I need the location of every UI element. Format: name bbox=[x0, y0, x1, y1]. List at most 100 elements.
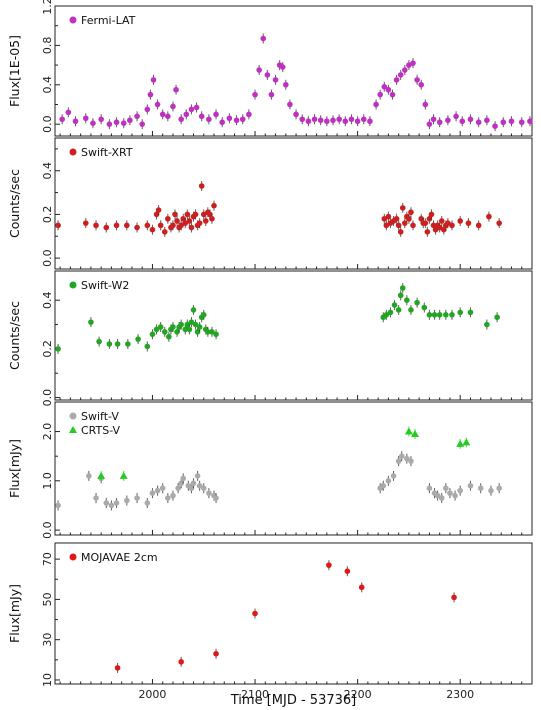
data-point bbox=[188, 485, 195, 492]
data-point bbox=[154, 101, 161, 108]
data-point bbox=[59, 116, 65, 123]
data-point bbox=[200, 211, 207, 218]
data-point bbox=[55, 222, 61, 229]
panel-1: 0.0 0.4 0.8 1.2 Flux[1E-05] Fermi-LAT bbox=[7, 0, 533, 137]
y-tick-label: 0.0 bbox=[41, 521, 54, 539]
x-tick-label: 2300 bbox=[446, 688, 474, 701]
y-tick-label: 0.2 bbox=[41, 206, 54, 224]
data-point bbox=[174, 218, 180, 224]
data-point bbox=[165, 495, 171, 501]
legend-label: CRTS-V bbox=[81, 424, 121, 437]
data-point bbox=[147, 91, 154, 98]
data-point bbox=[188, 224, 195, 231]
data-point bbox=[233, 117, 240, 124]
data-point bbox=[373, 101, 379, 108]
legend-label: MOJAVAE 2cm bbox=[81, 551, 158, 564]
data-point bbox=[440, 226, 447, 233]
data-point bbox=[445, 220, 451, 226]
data-point bbox=[418, 81, 425, 88]
data-point bbox=[206, 116, 212, 123]
data-point bbox=[494, 314, 500, 321]
data-point bbox=[134, 224, 140, 231]
data-point bbox=[93, 222, 99, 229]
data-point bbox=[477, 485, 484, 492]
data-point bbox=[98, 116, 104, 123]
series-fermi-lat bbox=[59, 33, 533, 132]
series-swift-v bbox=[55, 451, 502, 511]
data-point bbox=[381, 215, 388, 222]
data-point bbox=[428, 211, 435, 218]
y-axis-label: Counts/sec bbox=[7, 301, 22, 370]
data-point bbox=[389, 91, 396, 98]
data-point bbox=[86, 473, 92, 479]
data-point bbox=[457, 309, 463, 316]
data-point bbox=[108, 502, 115, 509]
data-point bbox=[114, 665, 121, 671]
data-point bbox=[113, 119, 120, 126]
data-point bbox=[157, 324, 164, 330]
data-point bbox=[484, 117, 490, 124]
y-tick-label: 0.0 bbox=[41, 389, 54, 407]
y-tick-label: 0.4 bbox=[41, 162, 54, 180]
data-point bbox=[106, 121, 113, 127]
data-point bbox=[434, 492, 441, 499]
data-point bbox=[120, 120, 127, 126]
data-point bbox=[354, 118, 361, 125]
data-point bbox=[226, 115, 233, 122]
data-point bbox=[161, 229, 168, 235]
y-tick-label: 70 bbox=[41, 552, 54, 566]
data-point bbox=[180, 475, 187, 482]
data-point bbox=[188, 106, 195, 113]
y-tick-label: 0.8 bbox=[41, 37, 54, 55]
data-point bbox=[393, 77, 400, 83]
data-point bbox=[395, 307, 402, 313]
data-point bbox=[202, 218, 209, 224]
data-point bbox=[127, 117, 133, 124]
data-point bbox=[402, 220, 408, 226]
data-point bbox=[395, 458, 402, 464]
data-point bbox=[82, 115, 89, 122]
data-point bbox=[422, 101, 429, 108]
data-point bbox=[175, 485, 181, 492]
data-point bbox=[367, 118, 373, 125]
data-point bbox=[183, 111, 190, 118]
data-point bbox=[144, 222, 151, 229]
data-point bbox=[114, 341, 121, 347]
data-point bbox=[260, 35, 267, 42]
data-point bbox=[200, 485, 207, 492]
panel-5: 10 30 50 70 Flux[mJy] MOJAVAE 2cm 2000 2100 2200… bbox=[7, 542, 533, 701]
data-point bbox=[178, 480, 184, 487]
data-point bbox=[426, 485, 433, 492]
data-point bbox=[144, 343, 151, 350]
y-tick-label: 0.2 bbox=[41, 340, 54, 358]
data-point bbox=[213, 111, 219, 118]
data-point bbox=[55, 346, 61, 352]
data-point bbox=[166, 333, 172, 340]
data-point bbox=[508, 118, 515, 125]
data-point bbox=[178, 222, 184, 229]
data-point bbox=[287, 101, 293, 108]
data-point bbox=[113, 222, 120, 229]
data-point bbox=[144, 106, 151, 113]
data-point bbox=[475, 119, 482, 126]
data-point bbox=[486, 213, 492, 220]
data-point bbox=[246, 111, 252, 118]
y-tick-label: 2.0 bbox=[41, 423, 54, 441]
data-point bbox=[186, 326, 193, 333]
data-point bbox=[182, 326, 189, 333]
data-point bbox=[408, 209, 414, 216]
data-point bbox=[414, 299, 420, 306]
legend-label: Swift-XRT bbox=[81, 146, 133, 159]
data-point bbox=[443, 485, 449, 492]
panel-frame bbox=[54, 5, 533, 137]
series-crts-v bbox=[97, 426, 471, 481]
data-point bbox=[418, 215, 425, 222]
data-point bbox=[404, 297, 410, 304]
data-point bbox=[457, 487, 463, 494]
data-point bbox=[172, 211, 178, 218]
data-point bbox=[193, 104, 200, 111]
legend-marker bbox=[69, 426, 77, 433]
y-axis-label: Counts/sec bbox=[7, 169, 22, 238]
data-point bbox=[170, 222, 176, 229]
data-point bbox=[178, 116, 184, 123]
